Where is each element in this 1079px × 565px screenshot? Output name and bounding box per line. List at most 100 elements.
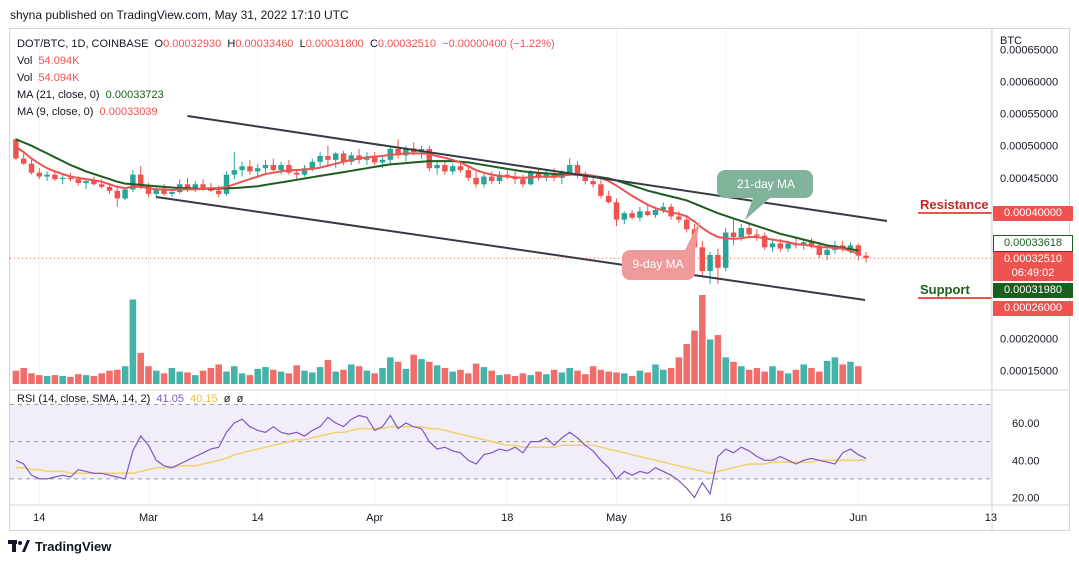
candle-body: [309, 161, 316, 169]
tradingview-logo-icon: [8, 539, 30, 552]
volume-bar: [730, 361, 737, 384]
indicator-legend: DOT/BTC, 1D, COINBASE O0.00032930 H0.000…: [17, 36, 555, 121]
volume-bar: [371, 373, 378, 384]
volume-bar: [246, 375, 254, 384]
price-tick-label: 0.00020000: [1000, 334, 1058, 346]
candle-body: [332, 153, 339, 160]
rsi-label: RSI (14, close, SMA, 14, 2): [17, 393, 151, 405]
volume-bar: [98, 373, 105, 384]
candle-body: [239, 166, 245, 171]
low-value: 0.00031800: [305, 38, 364, 50]
ma9-price-tag: 0.00031980: [993, 283, 1073, 298]
ma9-callout-label: 9-day MA: [632, 257, 683, 271]
rsi-tick-label: 60.00: [1012, 418, 1040, 430]
candle-body: [863, 255, 869, 259]
support-price-tag: 0.00026000: [993, 301, 1073, 316]
candle-body: [231, 170, 238, 175]
volume-bar: [231, 366, 238, 384]
vol-row-1[interactable]: Vol 54.094K: [17, 53, 555, 70]
symbol-ohlc-row: DOT/BTC, 1D, COINBASE O0.00032930 H0.000…: [17, 36, 555, 53]
rsi-extra-1: ø: [223, 393, 231, 405]
resistance-label: Resistance: [920, 197, 989, 212]
rsi-legend[interactable]: RSI (14, close, SMA, 14, 2) 41.05 40.15 …: [17, 393, 243, 405]
ma-layer: [10, 138, 992, 259]
candle-body: [301, 168, 308, 175]
volume-bar: [387, 357, 394, 384]
vol-label: Vol: [17, 72, 33, 84]
volume-bar: [106, 370, 113, 384]
volume-bar: [129, 299, 137, 384]
volume-bar: [293, 365, 300, 384]
volume-bar: [184, 372, 191, 384]
candle-body: [465, 170, 472, 178]
candle-body: [847, 245, 854, 249]
volume-bar: [192, 375, 199, 384]
candle-body: [254, 168, 261, 172]
candle-body: [364, 157, 370, 160]
price-tick-label: 0.00060000: [1000, 76, 1058, 88]
rsi-line: [15, 414, 867, 499]
candle-body: [660, 206, 667, 210]
volume-bar: [589, 366, 597, 384]
volume-bar: [20, 367, 27, 384]
volume-bar: [550, 369, 558, 384]
volume-bar: [90, 375, 98, 384]
volume-bar: [558, 372, 566, 384]
candle-body: [184, 184, 191, 190]
candle-body: [262, 165, 269, 169]
volume-bar: [270, 369, 277, 384]
rsi-value: 41.05: [156, 393, 184, 405]
candle-body: [746, 228, 752, 235]
price-tick-label: 0.00055000: [1000, 109, 1058, 121]
volume-bar: [324, 359, 332, 384]
rsi-sma-line: [15, 425, 867, 475]
candle-body: [325, 156, 331, 160]
volume-bar: [59, 375, 66, 384]
candle-body: [153, 188, 160, 194]
volume-bar: [137, 352, 144, 384]
candle-body: [520, 179, 526, 185]
ma9-row[interactable]: MA (9, close, 0) 0.00033039: [17, 104, 555, 121]
candle-body: [98, 184, 105, 187]
candle-body: [496, 174, 503, 182]
rsi-extra-2: ø: [236, 393, 244, 405]
symbol-name[interactable]: DOT/BTC, 1D, COINBASE: [17, 38, 149, 50]
candle-body: [481, 176, 487, 185]
candle-body: [13, 139, 19, 159]
candle-body: [574, 165, 581, 175]
volume-bar: [457, 369, 464, 384]
candle-body: [722, 232, 729, 268]
candle-body: [738, 228, 745, 237]
volume-bar: [254, 368, 261, 384]
time-tick-label: Mar: [139, 512, 158, 524]
candle-body: [707, 255, 713, 272]
vol-label: Vol: [17, 55, 33, 67]
volume-bar: [527, 375, 534, 384]
volume-bar: [636, 370, 644, 384]
open-label: O: [154, 38, 164, 50]
tradingview-footer[interactable]: TradingView: [8, 539, 111, 554]
candle-body: [20, 158, 27, 164]
candle-body: [215, 190, 222, 194]
candle-body: [527, 172, 534, 185]
volume-bar: [566, 367, 573, 384]
vol-row-2[interactable]: Vol 54.094K: [17, 70, 555, 87]
candle-body: [114, 190, 121, 199]
volume-bar: [426, 361, 433, 384]
ma21-row[interactable]: MA (21, close, 0) 0.00033723: [17, 87, 555, 104]
candle-body: [340, 153, 347, 162]
candle-body: [785, 243, 791, 249]
volume-bar: [738, 366, 745, 384]
ma21-price-tag: 0.00033618: [993, 235, 1073, 252]
candle-body: [761, 235, 768, 248]
volume-bar: [582, 374, 589, 384]
candle-body: [590, 181, 596, 185]
vol-value: 54.094K: [38, 55, 80, 67]
candle-body: [449, 166, 456, 172]
candle-body: [223, 174, 230, 194]
currency-label: BTC: [1000, 35, 1022, 47]
candle-body: [488, 176, 495, 182]
volume-bar: [574, 370, 581, 384]
volume-bar: [855, 366, 862, 384]
